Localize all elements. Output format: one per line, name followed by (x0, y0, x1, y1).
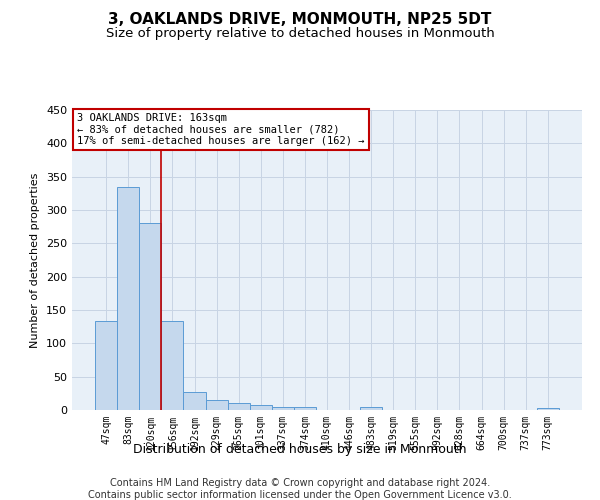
Bar (294, 406, 316, 410)
Text: Contains public sector information licensed under the Open Government Licence v3: Contains public sector information licen… (88, 490, 512, 500)
Bar (360, 408, 382, 410)
Bar (117, 186, 139, 410)
Text: 3, OAKLANDS DRIVE, MONMOUTH, NP25 5DT: 3, OAKLANDS DRIVE, MONMOUTH, NP25 5DT (109, 12, 491, 28)
Bar (206, 400, 227, 410)
Bar (95, 320, 117, 410)
Y-axis label: Number of detached properties: Number of detached properties (31, 172, 40, 348)
Bar (227, 402, 250, 410)
Bar (272, 406, 294, 410)
Text: Contains HM Land Registry data © Crown copyright and database right 2024.: Contains HM Land Registry data © Crown c… (110, 478, 490, 488)
Bar (139, 222, 161, 410)
Bar (184, 392, 206, 410)
Bar (537, 408, 559, 410)
Bar (161, 320, 184, 410)
Text: Distribution of detached houses by size in Monmouth: Distribution of detached houses by size … (133, 442, 467, 456)
Text: Size of property relative to detached houses in Monmouth: Size of property relative to detached ho… (106, 28, 494, 40)
Bar (250, 406, 272, 410)
Text: 3 OAKLANDS DRIVE: 163sqm
← 83% of detached houses are smaller (782)
17% of semi-: 3 OAKLANDS DRIVE: 163sqm ← 83% of detach… (77, 113, 365, 146)
